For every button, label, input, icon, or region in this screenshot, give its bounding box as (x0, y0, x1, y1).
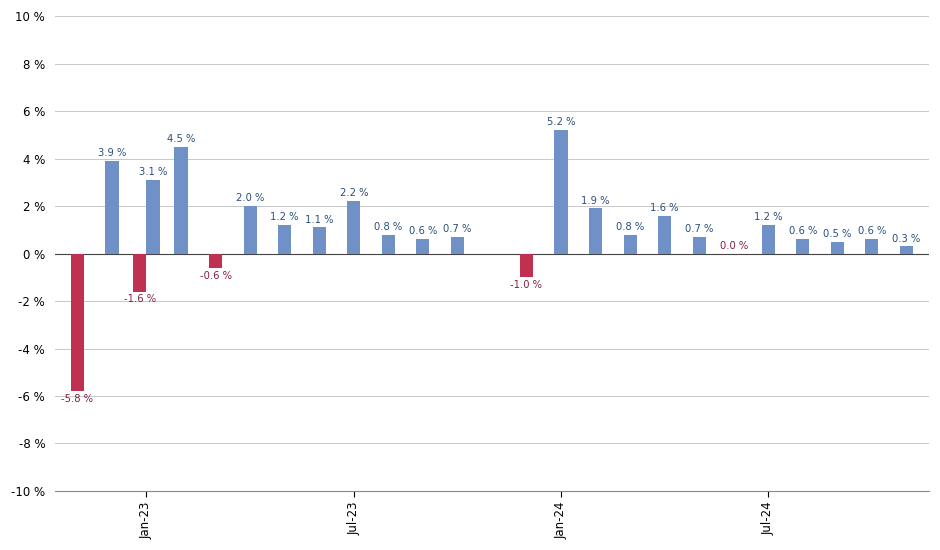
Bar (382, 234, 395, 254)
Bar (70, 254, 84, 391)
Text: -5.8 %: -5.8 % (61, 394, 93, 404)
Bar (243, 206, 257, 254)
Text: 0.6 %: 0.6 % (409, 227, 437, 236)
Text: 0.8 %: 0.8 % (616, 222, 644, 232)
Text: -0.6 %: -0.6 % (199, 271, 231, 281)
Text: 1.2 %: 1.2 % (754, 212, 782, 222)
Bar (555, 130, 568, 254)
Text: 2.2 %: 2.2 % (339, 189, 368, 199)
Text: 0.7 %: 0.7 % (685, 224, 713, 234)
Bar (133, 254, 147, 292)
Bar (623, 234, 636, 254)
Text: 0.3 %: 0.3 % (892, 234, 920, 244)
Text: 0.6 %: 0.6 % (857, 227, 886, 236)
Bar (105, 161, 118, 254)
Text: 1.6 %: 1.6 % (650, 203, 679, 213)
Bar (831, 241, 844, 254)
Bar (796, 239, 809, 254)
Bar (520, 254, 533, 277)
Bar (313, 227, 326, 254)
Text: 2.0 %: 2.0 % (236, 193, 264, 203)
Text: 3.1 %: 3.1 % (139, 167, 167, 177)
Bar (416, 239, 430, 254)
Text: 1.9 %: 1.9 % (581, 196, 610, 206)
Text: 3.9 %: 3.9 % (98, 148, 126, 158)
Bar (761, 225, 775, 254)
Text: 0.5 %: 0.5 % (823, 229, 852, 239)
Bar (900, 246, 913, 254)
Text: 0.6 %: 0.6 % (789, 227, 817, 236)
Bar (347, 201, 360, 254)
Text: 1.2 %: 1.2 % (271, 212, 299, 222)
Text: 0.8 %: 0.8 % (374, 222, 402, 232)
Bar (175, 147, 188, 254)
Text: 0.7 %: 0.7 % (443, 224, 472, 234)
Text: 5.2 %: 5.2 % (547, 117, 575, 127)
Text: 1.1 %: 1.1 % (305, 214, 334, 224)
Bar (278, 225, 291, 254)
Text: -1.0 %: -1.0 % (510, 280, 542, 290)
Text: 0.0 %: 0.0 % (720, 241, 748, 251)
Bar (589, 208, 603, 254)
Text: 4.5 %: 4.5 % (167, 134, 196, 144)
Text: -1.6 %: -1.6 % (124, 294, 156, 304)
Bar (147, 180, 160, 254)
Bar (658, 216, 671, 254)
Bar (866, 239, 879, 254)
Bar (209, 254, 222, 268)
Bar (693, 237, 706, 254)
Bar (451, 237, 464, 254)
